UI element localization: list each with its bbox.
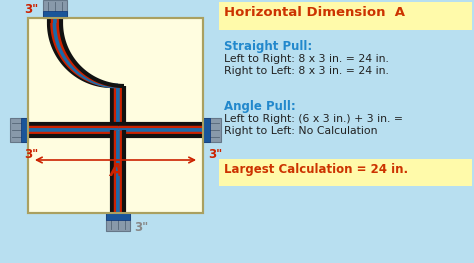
Text: Right to Left: No Calculation: Right to Left: No Calculation <box>224 126 377 136</box>
Text: Left to Right: 8 x 3 in. = 24 in.: Left to Right: 8 x 3 in. = 24 in. <box>224 54 389 64</box>
Bar <box>203 118 221 142</box>
Bar <box>203 118 210 142</box>
Bar <box>21 118 28 142</box>
Text: 3": 3" <box>208 148 222 161</box>
Bar <box>43 11 67 18</box>
Bar <box>28 18 203 213</box>
Bar <box>10 118 28 142</box>
Text: Horizontal Dimension  A: Horizontal Dimension A <box>224 6 405 19</box>
Text: Largest Calculation = 24 in.: Largest Calculation = 24 in. <box>224 163 408 176</box>
Text: Angle Pull:: Angle Pull: <box>224 100 296 113</box>
FancyBboxPatch shape <box>219 2 472 30</box>
Text: Straight Pull:: Straight Pull: <box>224 40 312 53</box>
Bar <box>28 18 203 213</box>
Text: Left to Right: (6 x 3 in.) + 3 in. =: Left to Right: (6 x 3 in.) + 3 in. = <box>224 114 403 124</box>
Text: Right to Left: 8 x 3 in. = 24 in.: Right to Left: 8 x 3 in. = 24 in. <box>224 66 389 76</box>
Text: A: A <box>109 162 122 180</box>
Bar <box>43 0 67 18</box>
Text: 3": 3" <box>24 148 38 161</box>
Bar <box>106 213 130 220</box>
FancyBboxPatch shape <box>219 159 472 186</box>
Text: 3": 3" <box>24 3 38 16</box>
Bar <box>106 213 130 231</box>
Text: 3": 3" <box>134 221 148 234</box>
